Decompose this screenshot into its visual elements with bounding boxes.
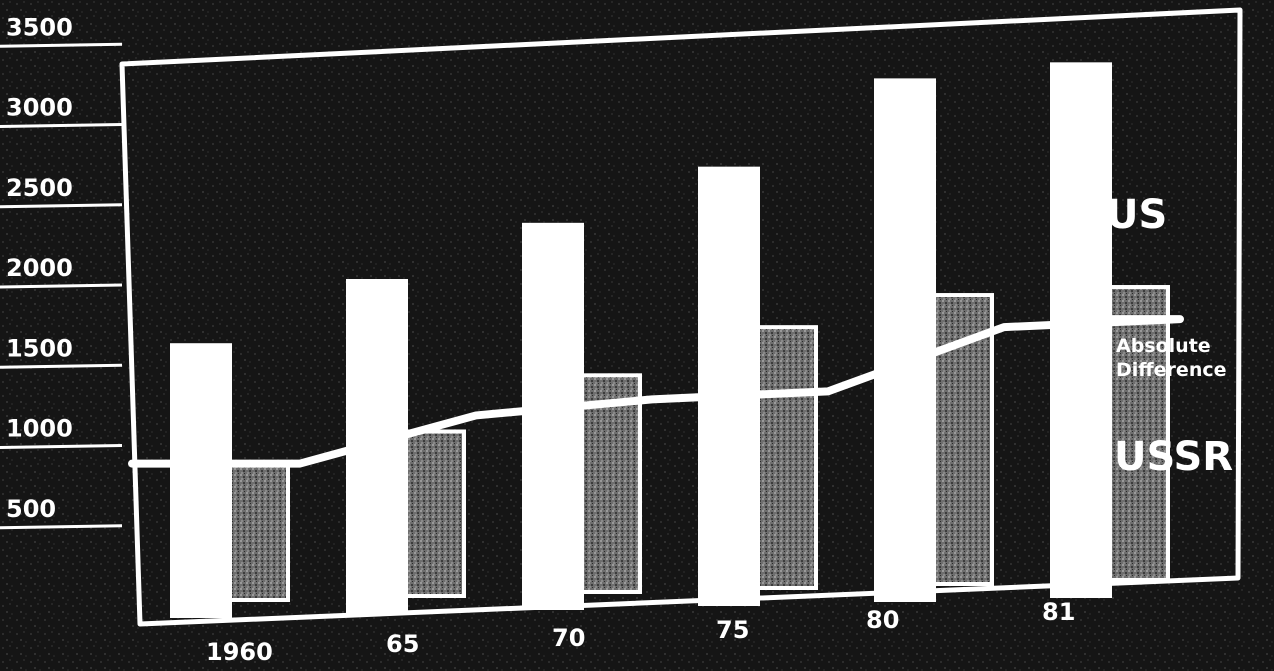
bar-us bbox=[698, 166, 760, 606]
ytick-label: 1000 bbox=[6, 415, 73, 443]
bar-us bbox=[522, 222, 584, 610]
bar-ussr bbox=[228, 461, 290, 603]
ytick-label: 500 bbox=[6, 495, 56, 523]
difference-annotation-line1: Absolute bbox=[1116, 335, 1211, 357]
ytick-label: 3500 bbox=[6, 13, 73, 41]
bar-us bbox=[1050, 62, 1112, 598]
bar-us bbox=[170, 343, 232, 618]
bar-us bbox=[874, 78, 936, 602]
bar-ussr bbox=[1108, 285, 1170, 582]
xtick-label: 81 bbox=[1042, 598, 1075, 626]
xtick-label: 65 bbox=[386, 630, 419, 658]
ytick-mark bbox=[0, 283, 123, 289]
xtick-label: 75 bbox=[716, 616, 749, 644]
xtick-label: 70 bbox=[552, 624, 585, 652]
bar-ussr bbox=[756, 325, 818, 590]
ytick-mark bbox=[0, 524, 123, 530]
ytick-mark bbox=[0, 42, 123, 48]
ytick-label: 1500 bbox=[6, 334, 73, 362]
plot-frame bbox=[119, 7, 1243, 627]
us-annotation: US bbox=[1106, 192, 1167, 238]
ytick-label: 3000 bbox=[6, 94, 73, 122]
ytick-mark bbox=[0, 203, 123, 209]
ytick-label: 2500 bbox=[6, 174, 73, 202]
xtick-label: 80 bbox=[866, 606, 899, 634]
ytick-mark bbox=[0, 123, 123, 128]
ussr-annotation: USSR bbox=[1114, 434, 1233, 480]
ytick-label: 2000 bbox=[6, 254, 73, 282]
difference-annotation-line2: Difference bbox=[1116, 359, 1227, 381]
ytick-mark bbox=[0, 363, 123, 369]
bar-ussr bbox=[404, 429, 466, 598]
absolute-difference-line bbox=[128, 315, 1184, 468]
ytick-mark bbox=[0, 444, 123, 449]
xtick-label: 1960 bbox=[206, 638, 273, 666]
